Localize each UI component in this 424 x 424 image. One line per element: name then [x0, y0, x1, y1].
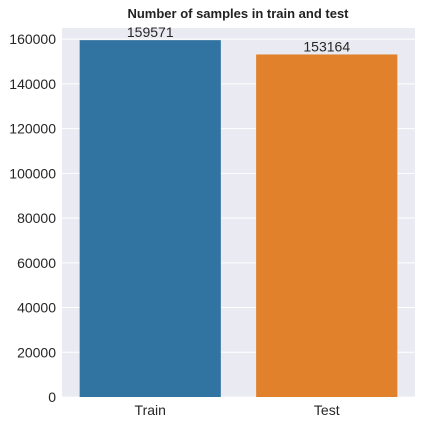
bar-train — [79, 40, 221, 398]
data-label-train: 159571 — [127, 24, 174, 40]
bar-test — [256, 54, 398, 397]
y-tick-label: 20000 — [17, 344, 56, 360]
y-tick-label: 160000 — [9, 31, 56, 47]
x-axis-ticks: Train Test — [135, 402, 340, 418]
chart-title: Number of samples in train and test — [127, 6, 349, 21]
y-tick-label: 120000 — [9, 121, 56, 137]
bars — [79, 40, 398, 398]
data-label-test: 153164 — [303, 38, 350, 54]
x-tick-label-test: Test — [314, 402, 340, 418]
y-tick-label: 80000 — [17, 210, 56, 226]
y-tick-label: 40000 — [17, 300, 56, 316]
y-axis-ticks: 0 20000 40000 60000 80000 100000 120000 140000 1… — [9, 31, 56, 405]
data-labels: 159571 153164 — [127, 24, 350, 54]
y-tick-label: 100000 — [9, 165, 56, 181]
y-tick-label: 0 — [48, 389, 56, 405]
y-tick-label: 140000 — [9, 76, 56, 92]
x-tick-label-train: Train — [135, 402, 166, 418]
y-tick-label: 60000 — [17, 255, 56, 271]
